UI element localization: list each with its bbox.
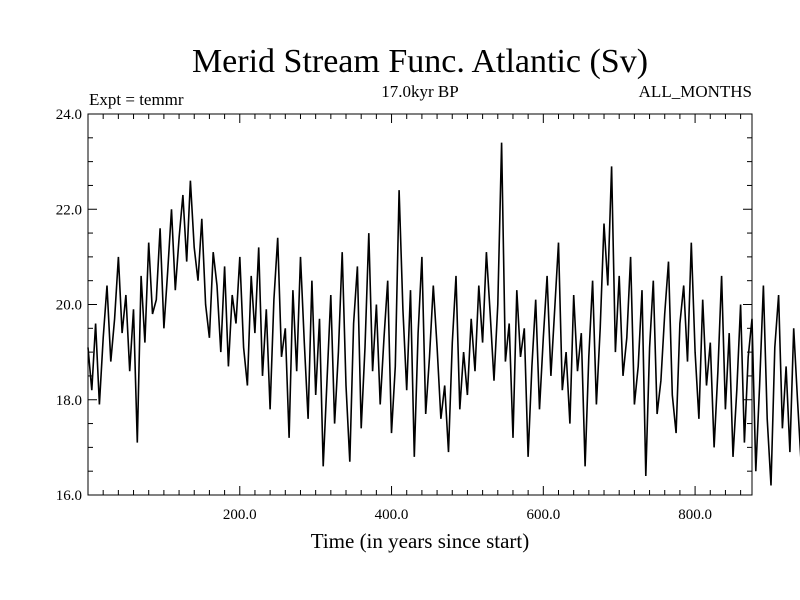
y-axis-tick-labels: 16.0 18.0 20.0 22.0 24.0 [56,107,82,504]
x-tick-label: 800.0 [678,507,712,523]
months-label: ALL_MONTHS [639,82,752,101]
y-tick-label: 18.0 [56,393,82,409]
x-axis-tick-labels: 200.0 400.0 600.0 800.0 [223,507,712,523]
experiment-label: Expt = temmr [89,90,184,109]
y-tick-label: 22.0 [56,202,82,218]
y-tick-label: 20.0 [56,298,82,314]
y-tick-label: 16.0 [56,488,82,504]
x-tick-label: 600.0 [526,507,560,523]
chart-subtitle: 17.0kyr BP [381,82,458,101]
x-tick-label: 400.0 [375,507,409,523]
chart-title: Merid Stream Func. Atlantic (Sv) [192,43,648,80]
x-tick-label: 200.0 [223,507,257,523]
plot-area [87,142,800,486]
y-tick-label: 24.0 [56,107,82,123]
series-line-0 [87,142,800,486]
x-axis-label: Time (in years since start) [311,529,530,553]
plot-frame [87,113,753,496]
